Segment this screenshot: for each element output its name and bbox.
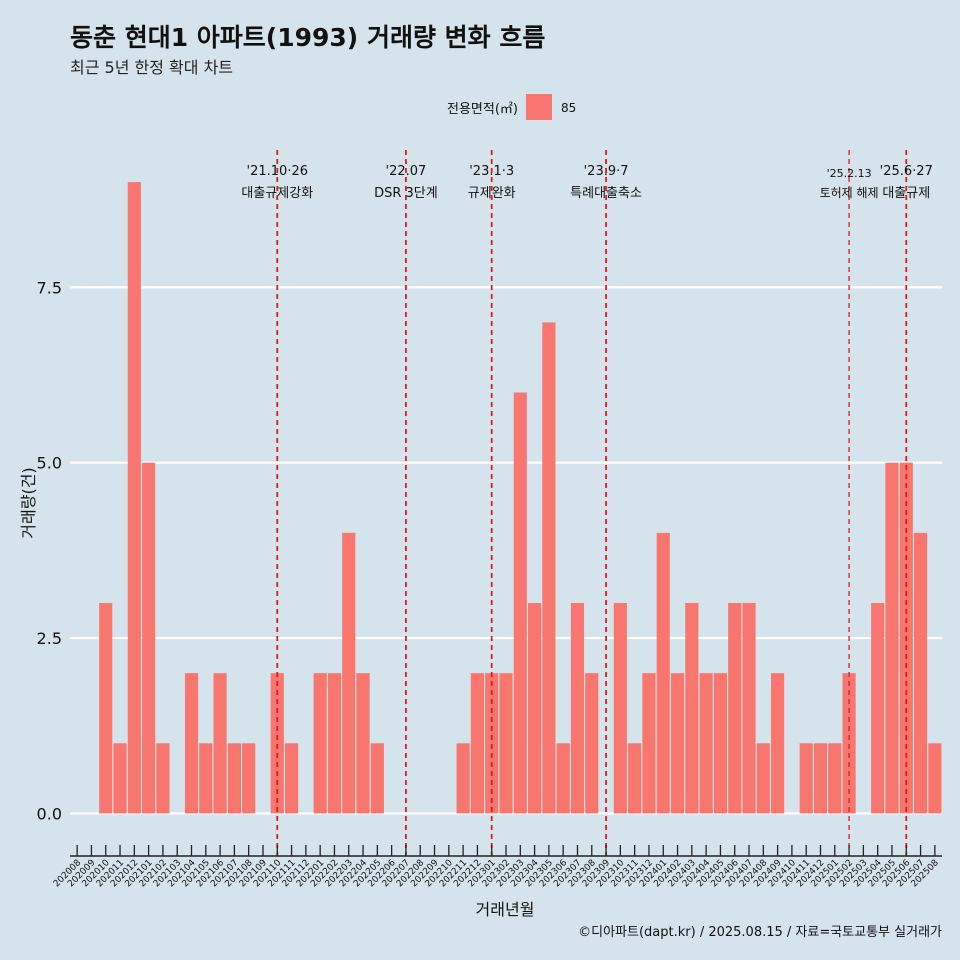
legend-label-85: 85: [561, 101, 576, 115]
bar-202107: [227, 743, 241, 814]
bar-202011: [113, 743, 127, 814]
bar-202409: [771, 673, 785, 814]
bar-202405: [713, 673, 728, 814]
y-tick-label: 2.5: [37, 629, 62, 648]
event-description-label: 대출규제강화: [241, 186, 313, 201]
bar-202402: [670, 673, 685, 814]
bar-202010: [99, 602, 113, 814]
bar-202302: [499, 673, 513, 814]
bar-202507: [913, 532, 928, 814]
bar-202108: [242, 743, 256, 814]
legend-title: 전용면적(㎡): [447, 102, 518, 117]
bar-202407: [742, 602, 756, 814]
bar-202504: [871, 602, 885, 814]
bar-202401: [656, 532, 670, 814]
event-date-label: '25.6·27: [880, 164, 933, 179]
bar-202201: [313, 673, 327, 814]
bar-202311: [628, 743, 642, 814]
bar-202303: [513, 392, 527, 814]
bar-202404: [699, 673, 713, 814]
bar-202406: [728, 602, 742, 814]
bar-202111: [284, 743, 299, 814]
legend: 전용면적(㎡) 85: [447, 94, 576, 120]
bar-202312: [642, 673, 656, 814]
event-description-label: 특례대출축소: [570, 186, 642, 201]
bar-202310: [613, 602, 627, 814]
bar-202501: [828, 743, 842, 814]
event-date-label: '23.9·7: [584, 164, 629, 179]
bar-202101: [142, 462, 156, 814]
bar-202110: [270, 673, 284, 814]
chart-subtitle: 최근 5년 한정 확대 차트: [70, 58, 234, 77]
legend-swatch-85: [526, 94, 552, 120]
event-markers: '21.10·26 대출규제강화 '22.07 DSR 3단계 '23.1·3 규제완화 '…: [241, 150, 933, 855]
bar-202508: [928, 743, 942, 814]
chart-title: 동춘 현대1 아파트(1993) 거래량 변화 흐름: [70, 23, 546, 52]
y-tick-label: 5.0: [37, 454, 62, 473]
event-description-label: DSR 3단계: [374, 186, 438, 201]
bar-202305: [542, 322, 556, 814]
event-description-label: 토허제 해제: [820, 186, 879, 200]
bars: [99, 182, 942, 814]
bar-202203: [342, 532, 356, 814]
bar-202505: [885, 462, 899, 814]
bar-202304: [528, 602, 542, 814]
x-axis-title: 거래년월: [476, 900, 535, 919]
caption: ©디아파트(dapt.kr) / 2025.08.15 / 자료=국토교통부 실…: [578, 925, 942, 940]
bar-202211: [456, 743, 470, 814]
bar-202104: [184, 673, 199, 814]
bar-202301: [485, 673, 499, 814]
bar-202012: [127, 182, 141, 814]
bar-202205: [370, 743, 384, 814]
bar-202306: [556, 743, 570, 814]
bar-202411: [799, 743, 813, 814]
bar-202307: [570, 602, 585, 814]
event-description-label: 규제완화: [468, 186, 516, 201]
bar-202412: [813, 743, 828, 814]
event-date-label: '21.10·26: [247, 164, 308, 179]
event-date-label: '23.1·3: [469, 164, 514, 179]
bar-202502: [842, 673, 856, 814]
bar-202106: [213, 673, 227, 814]
bar-202204: [356, 673, 370, 814]
bar-202308: [585, 673, 599, 814]
event-date-label: '22.07: [386, 164, 427, 179]
event-date-label: '25.2.13: [827, 167, 872, 180]
bar-202403: [685, 602, 699, 814]
bar-202408: [756, 743, 770, 814]
y-axis-title: 거래량(건): [19, 467, 38, 538]
bar-202102: [156, 743, 170, 814]
event-description-label: 대출규제: [882, 186, 930, 201]
bar-202105: [199, 743, 213, 814]
bar-202212: [470, 673, 484, 814]
y-tick-label: 0.0: [37, 804, 62, 823]
bar-202202: [327, 673, 342, 814]
y-tick-label: 7.5: [37, 278, 62, 297]
